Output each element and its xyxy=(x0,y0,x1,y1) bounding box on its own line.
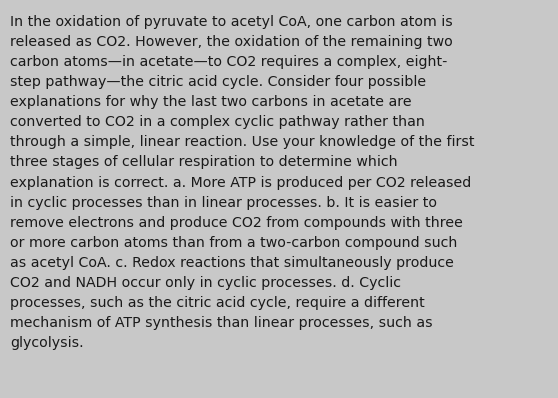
Text: In the oxidation of pyruvate to acetyl CoA, one carbon atom is
released as CO2. : In the oxidation of pyruvate to acetyl C… xyxy=(10,15,474,350)
